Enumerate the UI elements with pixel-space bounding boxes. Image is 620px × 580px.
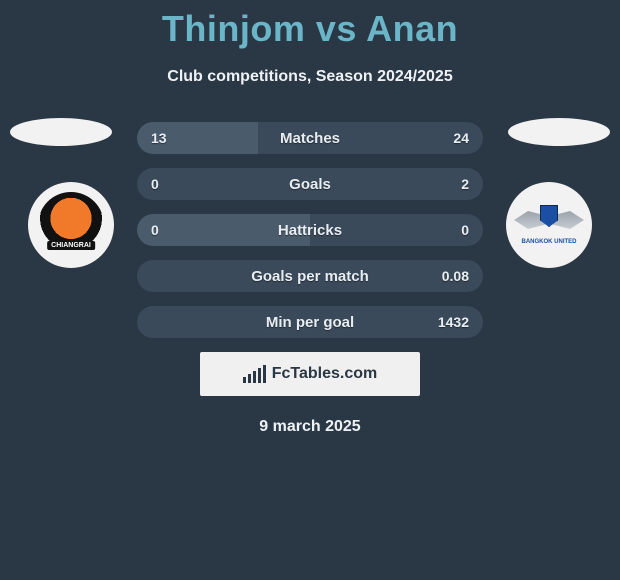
branding-bar [253,371,256,383]
stat-value-right: 1432 [438,314,469,330]
stat-label: Matches [280,130,340,147]
team-crest-right-label: BANGKOK UNITED [522,239,577,245]
team-crest-right: BANGKOK UNITED [514,205,584,245]
stat-label: Goals [289,176,331,193]
stat-label: Goals per match [251,268,369,285]
team-crest-left-label: CHIANGRAI [47,241,95,250]
branding-text: FcTables.com [272,365,378,383]
team-badge-right: BANGKOK UNITED [506,182,592,268]
stat-value-right: 24 [453,130,469,146]
branding-bars-icon [243,365,266,383]
team-crest-left: CHIANGRAI [38,192,104,258]
branding-bar [263,365,266,383]
stat-row: Goals per match 0.08 [137,260,483,292]
stat-row: 0 Hattricks 0 [137,214,483,246]
stat-value-right: 2 [461,176,469,192]
date-label: 9 march 2025 [0,418,620,436]
stats-rows: 13 Matches 24 0 Goals 2 0 Hattricks 0 Goals per m… [137,122,483,338]
stat-value-right: 0.08 [442,268,469,284]
subtitle: Club competitions, Season 2024/2025 [0,68,620,86]
branding-bar [248,374,251,383]
stat-value-left: 0 [151,222,159,238]
page-title: Thinjom vs Anan [0,0,620,50]
team-badge-left: CHIANGRAI [28,182,114,268]
stat-row: 13 Matches 24 [137,122,483,154]
stat-value-left: 0 [151,176,159,192]
flag-right [508,118,610,146]
stat-row: 0 Goals 2 [137,168,483,200]
branding-bar [243,377,246,383]
stat-label: Hattricks [278,222,342,239]
stat-row: Min per goal 1432 [137,306,483,338]
stat-label: Min per goal [266,314,354,331]
stat-value-left: 13 [151,130,167,146]
branding-badge: FcTables.com [200,352,420,396]
branding-bar [258,368,261,383]
comparison-panel: CHIANGRAI BANGKOK UNITED 13 Matches 24 0 Goa… [0,122,620,436]
stat-value-right: 0 [461,222,469,238]
flag-left [10,118,112,146]
